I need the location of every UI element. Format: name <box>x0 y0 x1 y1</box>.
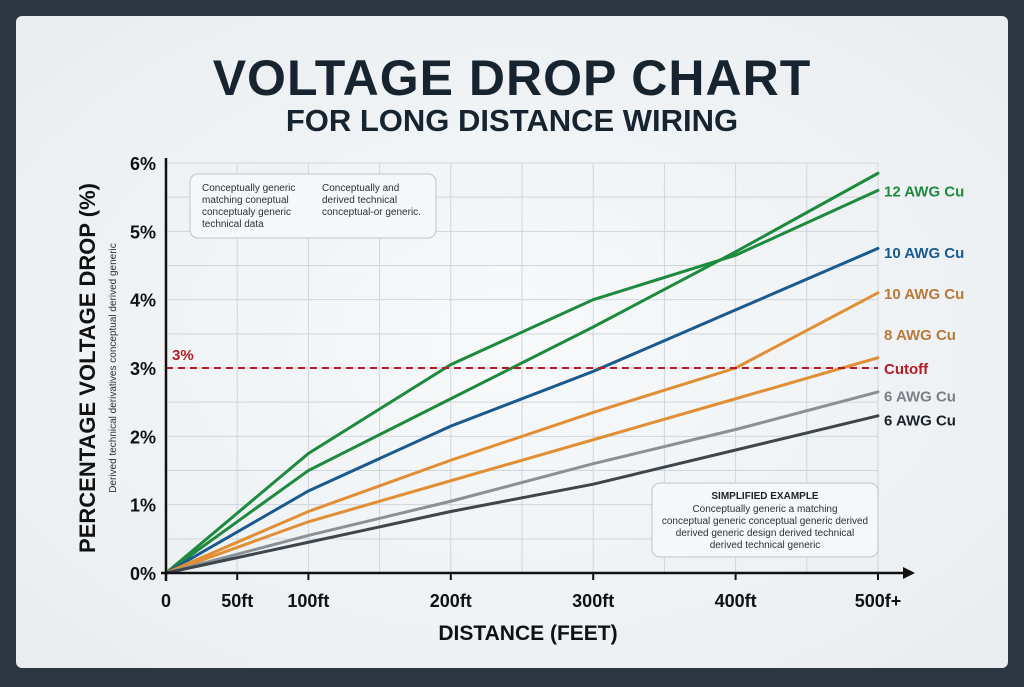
legend-label: 6 AWG Cu <box>884 412 956 429</box>
x-tick-label: 100ft <box>287 591 329 611</box>
series-line-3 <box>164 291 880 575</box>
series-line-6 <box>164 414 880 575</box>
series-line-5 <box>164 390 880 575</box>
y-tick-label: 2% <box>130 427 156 447</box>
x-tick-label: 400ft <box>715 591 757 611</box>
y-tick-label: 5% <box>130 222 156 242</box>
y-tick-label: 6% <box>130 154 156 174</box>
annotation-box <box>651 482 879 558</box>
y-tick-label: 4% <box>130 291 156 311</box>
annotation-text: derived generic design derived technical <box>676 528 854 539</box>
chart-title: VOLTAGE DROP CHART <box>212 50 812 106</box>
annotation-text: Conceptually and <box>322 183 399 194</box>
annotation-text: technical data <box>202 219 264 230</box>
legend-label: 6 AWG Cu <box>884 388 956 405</box>
annotation-text: conceptual-or generic. <box>322 207 421 218</box>
x-tick-label: 0 <box>161 591 171 611</box>
annotation-text: Conceptually generic <box>202 183 295 194</box>
y-tick-label: 1% <box>130 496 156 516</box>
annotation-title: SIMPLIFIED EXAMPLE <box>711 491 819 502</box>
annotation-text: matching coneptual <box>202 195 289 206</box>
x-tick-label: 300ft <box>572 591 614 611</box>
annotation-box <box>189 173 437 239</box>
legend-label: 12 AWG Cu <box>884 183 964 200</box>
series-line-0 <box>164 188 880 575</box>
x-tick-label: 200ft <box>430 591 472 611</box>
y-axis-sublabel: Derived technical derivatives conceptual… <box>108 243 119 493</box>
legend-label: 10 AWG Cu <box>884 245 964 262</box>
annotation-text: conceptual generic conceptual generic de… <box>662 516 868 527</box>
y-tick-label: 0% <box>130 564 156 584</box>
x-axis-arrow <box>903 567 915 579</box>
series-line-2 <box>164 246 880 575</box>
y-axis-label: PERCENTAGE VOLTAGE DROP (%) <box>75 183 100 553</box>
x-tick-label: 500f+ <box>855 591 902 611</box>
cutoff-label: 3% <box>172 347 194 364</box>
series-line-4 <box>164 356 880 575</box>
y-tick-label: 3% <box>130 359 156 379</box>
legend-label: 10 AWG Cu <box>884 286 964 303</box>
legend-label: 8 AWG Cu <box>884 327 956 344</box>
annotation-text: conceptualy generic <box>202 207 291 218</box>
annotation-text: derived technical <box>322 195 397 206</box>
series-line-1 <box>164 171 880 575</box>
annotation-text: Conceptually generic a matching <box>692 504 837 515</box>
chart-subtitle: FOR LONG DISTANCE WIRING <box>285 103 739 138</box>
legend-label: Cutoff <box>884 361 929 378</box>
x-axis-label: DISTANCE (FEET) <box>438 622 617 645</box>
x-tick-label: 50ft <box>221 591 253 611</box>
annotation-text: derived technical generic <box>710 540 821 551</box>
